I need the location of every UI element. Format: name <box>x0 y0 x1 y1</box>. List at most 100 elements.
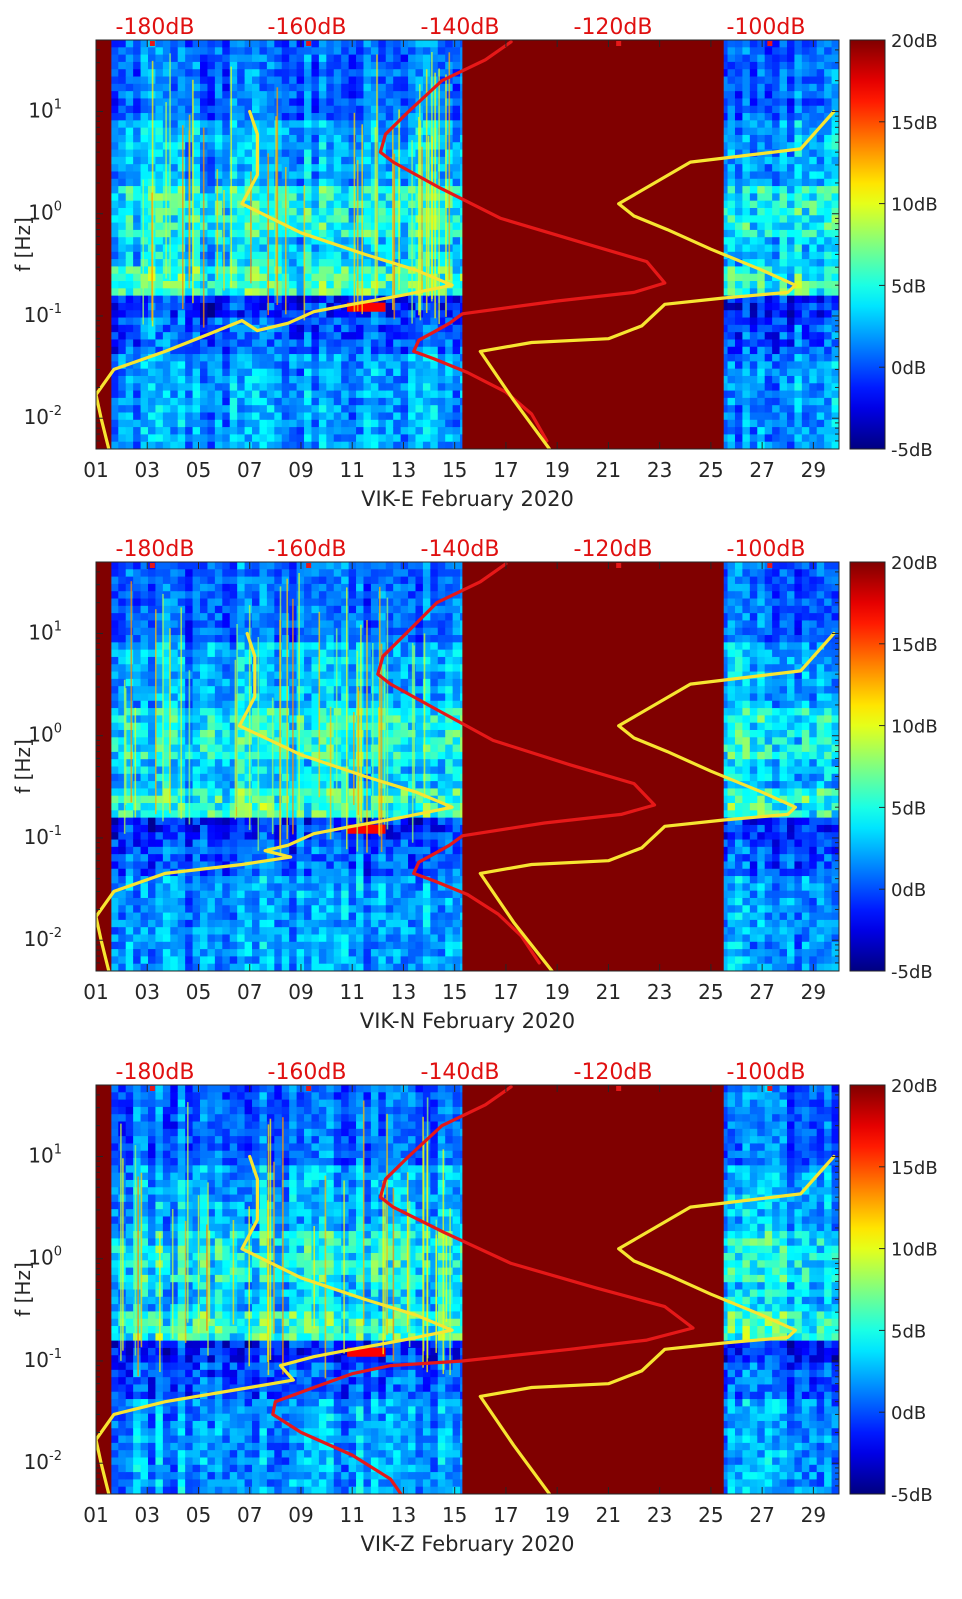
saturated-block <box>462 1085 724 1494</box>
x-axis-label: VIK-E February 2020 <box>361 487 574 511</box>
colorbar-tick-label: 10dB <box>891 1240 938 1261</box>
x-tick-label: 01 <box>83 1503 108 1527</box>
colorbar-tick-label: -5dB <box>891 1485 933 1506</box>
colorbar-gradient <box>849 1084 886 1495</box>
x-tick-label: 11 <box>339 458 364 482</box>
x-tick-label: 09 <box>288 980 313 1004</box>
x-tick-label: 21 <box>596 980 621 1004</box>
x-tick-label: 29 <box>801 458 826 482</box>
y-tick-label: 101 <box>28 619 62 644</box>
x-tick-label: 09 <box>288 458 313 482</box>
y-tick-label: 10-1 <box>24 302 62 327</box>
spectrogram-panel: 10-2 10-1 100 101 f [Hz] 01 03 05 07 09 11 13 15 17 19… <box>11 15 938 511</box>
y-tick-label: 10-1 <box>24 824 62 849</box>
top-axis-label: -120dB <box>574 537 653 562</box>
top-axis-label: -120dB <box>574 1060 653 1085</box>
colorbar-tick-label: 0dB <box>891 1403 926 1424</box>
spectrogram-heatmap <box>96 1085 839 1494</box>
top-axis-label: -180dB <box>116 537 195 562</box>
x-tick-label: 17 <box>493 1503 518 1527</box>
x-tick-label: 11 <box>339 1503 364 1527</box>
x-tick-label: 05 <box>186 980 211 1004</box>
x-tick-label: 27 <box>749 980 774 1004</box>
x-tick-label: 07 <box>237 1503 262 1527</box>
colorbar-tick-label: 15dB <box>891 635 938 656</box>
top-axis-label: -100dB <box>727 1060 806 1085</box>
x-tick-label: 21 <box>596 458 621 482</box>
x-tick-label: 07 <box>237 980 262 1004</box>
x-tick-label: 17 <box>493 980 518 1004</box>
x-tick-label: 19 <box>544 980 569 1004</box>
colorbar: 20dB 15dB 10dB 5dB 0dB -5dB <box>849 1076 938 1506</box>
spectrogram-panel: 10-2 10-1 100 101 f [Hz] 01 03 05 07 09 11 13 15 17 19… <box>11 537 938 1033</box>
y-axis-label: f [Hz] <box>11 739 35 794</box>
yellow-overlay-curve <box>478 109 836 449</box>
colorbar: 20dB 15dB 10dB 5dB 0dB -5dB <box>849 553 938 983</box>
top-axis-label: -100dB <box>727 15 806 40</box>
colorbar: 20dB 15dB 10dB 5dB 0dB -5dB <box>849 31 938 461</box>
top-axis-label: -140dB <box>421 537 500 562</box>
yellow-overlay-curve <box>478 1154 836 1494</box>
top-axis-label: -160dB <box>268 15 347 40</box>
y-tick-label: 10-2 <box>24 1449 62 1474</box>
x-tick-label: 01 <box>83 980 108 1004</box>
y-tick-label: 100 <box>28 1245 62 1270</box>
top-axis-label: -160dB <box>268 537 347 562</box>
top-axis-label: -140dB <box>421 1060 500 1085</box>
x-tick-label: 15 <box>442 458 467 482</box>
x-tick-label: 23 <box>647 1503 672 1527</box>
y-tick-label: 101 <box>28 97 62 122</box>
x-tick-label: 23 <box>647 980 672 1004</box>
x-tick-label: 01 <box>83 458 108 482</box>
x-tick-label: 25 <box>698 1503 723 1527</box>
x-tick-label: 25 <box>698 980 723 1004</box>
x-tick-label: 27 <box>749 458 774 482</box>
colorbar-gradient <box>849 561 886 972</box>
x-tick-label: 13 <box>391 980 416 1004</box>
x-tick-label: 13 <box>391 458 416 482</box>
yellow-overlay-curve <box>96 631 454 971</box>
x-tick-label: 29 <box>801 1503 826 1527</box>
y-tick-label: 100 <box>28 722 62 747</box>
colorbar-tick-label: 5dB <box>891 1321 926 1342</box>
x-tick-label: 19 <box>544 458 569 482</box>
x-axis-label: VIK-Z February 2020 <box>361 1532 575 1556</box>
y-axis-label: f [Hz] <box>11 217 35 272</box>
top-axis-label: -180dB <box>116 1060 195 1085</box>
x-tick-label: 19 <box>544 1503 569 1527</box>
colorbar-tick-label: -5dB <box>891 440 933 461</box>
x-tick-label: 07 <box>237 458 262 482</box>
x-tick-label: 21 <box>596 1503 621 1527</box>
x-tick-label: 15 <box>442 980 467 1004</box>
y-tick-label: 10-2 <box>24 404 62 429</box>
colorbar-tick-label: 15dB <box>891 113 938 134</box>
red-overlay-curve <box>378 40 667 443</box>
top-axis-label: -160dB <box>268 1060 347 1085</box>
x-tick-label: 11 <box>339 980 364 1004</box>
colorbar-tick-label: 5dB <box>891 798 926 819</box>
colorbar-tick-label: -5dB <box>891 962 933 983</box>
colorbar-tick-label: 0dB <box>891 880 926 901</box>
colorbar-tick-label: 0dB <box>891 358 926 379</box>
y-tick-label: 10-2 <box>24 926 62 951</box>
yellow-overlay-curve <box>478 631 836 971</box>
x-tick-label: 03 <box>135 1503 160 1527</box>
colorbar-tick-label: 15dB <box>891 1158 938 1179</box>
x-tick-label: 29 <box>801 980 826 1004</box>
x-axis-label: VIK-N February 2020 <box>360 1009 575 1033</box>
colorbar-tick-label: 20dB <box>891 1076 938 1097</box>
y-tick-label: 10-1 <box>24 1347 62 1372</box>
x-tick-label: 03 <box>135 458 160 482</box>
spectrogram-heatmap <box>96 562 839 971</box>
top-axis-label: -120dB <box>574 15 653 40</box>
x-tick-label: 23 <box>647 458 672 482</box>
x-tick-label: 27 <box>749 1503 774 1527</box>
high-power-spot <box>347 1347 386 1357</box>
y-tick-label: 100 <box>28 200 62 225</box>
yellow-overlay-curve <box>96 1154 454 1494</box>
top-axis-label: -180dB <box>116 15 195 40</box>
colorbar-tick-label: 20dB <box>891 553 938 574</box>
top-axis-label: -100dB <box>727 537 806 562</box>
x-tick-label: 03 <box>135 980 160 1004</box>
